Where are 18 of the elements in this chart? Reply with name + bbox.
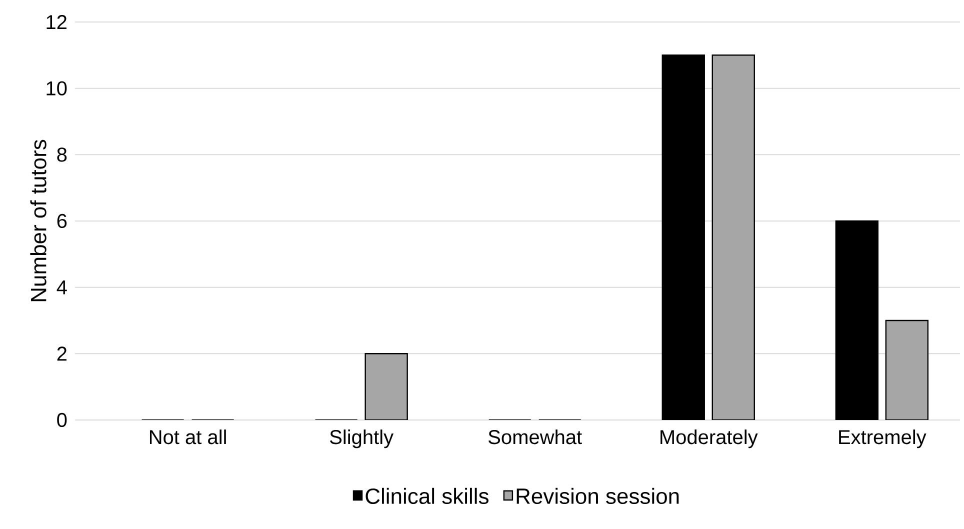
- x-tick-label: Moderately: [660, 430, 758, 448]
- y-tick-label: 4: [56, 280, 67, 294]
- y-axis-title: Number of tutors: [30, 140, 46, 302]
- x-tick-label: Somewhat: [488, 430, 582, 444]
- y-tick-label: 10: [46, 81, 67, 96]
- x-tick-label: Not at all: [150, 430, 226, 444]
- legend-label: Clinical skills: [366, 488, 488, 504]
- y-tick-label: 0: [57, 412, 67, 428]
- bar: [364, 353, 408, 420]
- y-tick-label: 2: [57, 346, 66, 361]
- legend-label: Revision session: [516, 488, 679, 504]
- x-tick-label: Extremely: [839, 430, 926, 448]
- y-tick-label: 8: [57, 148, 67, 162]
- bar: [712, 54, 755, 420]
- y-tick-label: 12: [46, 15, 66, 29]
- y-tick-label: 6: [57, 214, 67, 228]
- bar: [885, 320, 929, 420]
- x-tick-label: Slightly: [330, 430, 394, 448]
